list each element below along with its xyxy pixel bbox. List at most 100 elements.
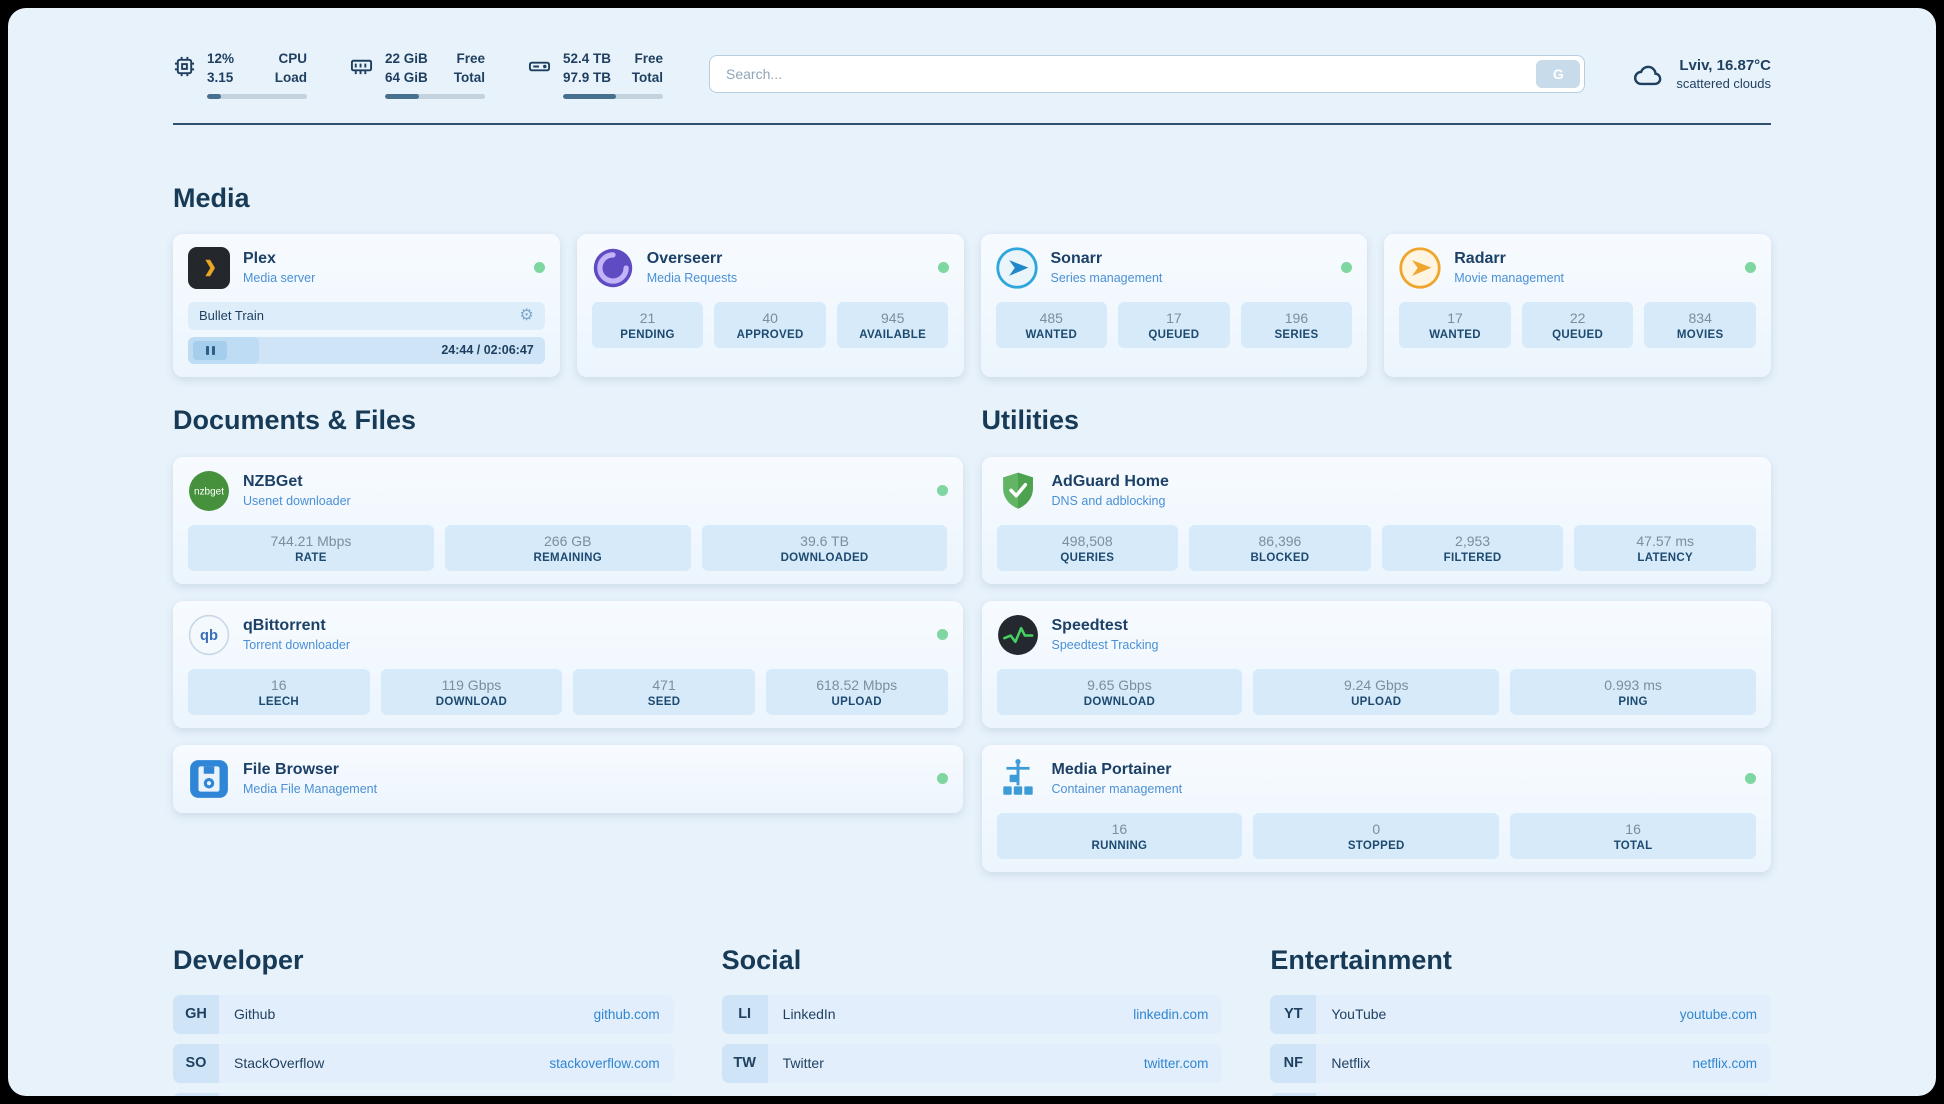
stat-blocked: 86,396 BLOCKED [1189, 524, 1371, 571]
app-card-adguard[interactable]: AdGuard Home DNS and adblocking 498,508 Q… [981, 456, 1771, 584]
portainer-icon [997, 758, 1039, 800]
radarr-icon [1399, 247, 1441, 289]
app-card-speedtest[interactable]: Speedtest Speedtest Tracking 9.65 Gbps DO… [981, 600, 1771, 728]
bookmark-link[interactable]: stackoverflow.com [549, 1055, 660, 1071]
app-card-sonarr[interactable]: Sonarr Series management 485 WANTED 17 QUE… [980, 233, 1368, 377]
bookmark-dev[interactable]: DT DEV dev.to [173, 1092, 674, 1096]
status-dot [936, 773, 948, 785]
stat-seed: 471 SEED [573, 668, 755, 715]
filebrowser-icon [188, 758, 230, 800]
app-name: Plex [243, 250, 276, 268]
ram-stat: 22 GiB Free 64 GiB Total [349, 50, 485, 99]
stat-pending: 21 PENDING [591, 301, 704, 348]
app-description: DNS and adblocking [1051, 494, 1166, 509]
app-card-overseerr[interactable]: Overseerr Media Requests 21 PENDING 40 APP… [576, 233, 964, 377]
stat-upload: 9.24 Gbps UPLOAD [1253, 668, 1500, 715]
app-name: Radarr [1454, 250, 1506, 268]
github-icon: GH [173, 994, 219, 1034]
search-input[interactable] [709, 55, 1586, 94]
memory-icon [349, 55, 374, 78]
stat-leech: 16 LEECH [188, 668, 370, 715]
status-dot [1745, 262, 1756, 274]
youtube-icon: YT [1270, 994, 1317, 1034]
dev-icon: DT [173, 1092, 219, 1096]
weather-location: Lviv, 16.87°C [1679, 57, 1771, 75]
bookmark-link[interactable]: youtube.com [1679, 1006, 1757, 1022]
svg-text:nzbget: nzbget [194, 486, 224, 497]
cloud-icon [1631, 61, 1665, 88]
stat-ping: 0.993 ms PING [1510, 668, 1756, 715]
ram-progress-bar [385, 93, 485, 99]
app-card-portainer[interactable]: Media Portainer Container management 16 R… [981, 744, 1771, 872]
now-playing-title: Bullet Train [199, 308, 265, 324]
stat-downloaded: 39.6 TB DOWNLOADED [701, 524, 948, 571]
app-name: File Browser [243, 761, 340, 779]
bookmark-youtube[interactable]: YT YouTube youtube.com [1270, 994, 1771, 1034]
stat-filtered: 2,953 FILTERED [1381, 524, 1564, 571]
app-description: Series management [1050, 271, 1163, 286]
bookmark-github[interactable]: GH Github github.com [173, 994, 674, 1034]
disk-total-label: Total [631, 69, 663, 85]
bookmark-link[interactable]: netflix.com [1692, 1055, 1757, 1071]
bookmark-reddit[interactable]: RE Reddit reddit.com [1270, 1092, 1771, 1096]
app-card-plex[interactable]: Plex Media server Bullet Train ⚙ 24:44 /… [173, 233, 560, 377]
app-card-nzbget[interactable]: nzbget NZBGet Usenet downloader 744.21 M… [173, 456, 963, 584]
stat-queued: 22 QUEUED [1521, 301, 1634, 348]
stat-latency: 47.57 ms LATENCY [1574, 524, 1756, 571]
bookmark-netflix[interactable]: NF Netflix netflix.com [1270, 1043, 1771, 1083]
bookmark-twitter[interactable]: TW Twitter twitter.com [721, 1043, 1223, 1083]
app-description: Media File Management [243, 782, 378, 797]
topbar-divider [173, 122, 1771, 125]
search-bar: G [709, 55, 1586, 94]
topbar: 12% CPU 3.15 Load 22 GiB Free 64 GiB Total [173, 50, 1771, 99]
disk-stat: 52.4 TB Free 97.9 TB Total [527, 50, 663, 99]
cpu-stat: 12% CPU 3.15 Load [173, 50, 307, 99]
stat-stopped: 0 STOPPED [1253, 812, 1500, 859]
stat-rate: 744.21 Mbps RATE [188, 524, 434, 571]
app-description: Movie management [1454, 271, 1565, 286]
stat-total: 16 TOTAL [1510, 812, 1756, 859]
cpu-usage-value: 12% [207, 51, 235, 66]
bookmark-group-social: Social LI LinkedIn linkedin.com TW Twitt… [721, 944, 1223, 1096]
gear-icon[interactable]: ⚙ [519, 306, 534, 324]
bookmark-link[interactable]: twitter.com [1143, 1055, 1209, 1071]
status-dot [936, 629, 948, 641]
playback-progress-bar[interactable]: 24:44 / 02:06:47 [188, 336, 545, 364]
app-description: Torrent downloader [243, 638, 351, 653]
app-card-radarr[interactable]: Radarr Movie management 17 WANTED 22 QUEUE… [1384, 233, 1771, 377]
app-name: AdGuard Home [1051, 473, 1169, 491]
ram-total-label: Total [453, 69, 485, 85]
entertainment-section-title: Entertainment [1270, 944, 1452, 975]
app-description: Container management [1051, 782, 1183, 797]
app-card-filebrowser[interactable]: File Browser Media File Management [173, 744, 963, 813]
status-dot [937, 262, 949, 274]
developer-section-title: Developer [173, 944, 304, 975]
bookmark-link[interactable]: linkedin.com [1133, 1006, 1209, 1022]
stat-running: 16 RUNNING [996, 812, 1243, 859]
status-dot [936, 485, 948, 497]
app-card-qbittorrent[interactable]: qb qBittorrent Torrent downloader 16 LEEC… [173, 600, 963, 728]
stat-available: 945 AVAILABLE [836, 301, 949, 348]
stat-download: 9.65 Gbps DOWNLOAD [996, 668, 1243, 715]
status-dot [1341, 262, 1353, 274]
bookmark-stackoverflow[interactable]: SO StackOverflow stackoverflow.com [173, 1043, 674, 1083]
bookmark-group-entertainment: Entertainment YT YouTube youtube.com NF … [1270, 945, 1771, 1096]
stat-movies: 834 MOVIES [1644, 301, 1756, 348]
overseerr-icon [592, 247, 634, 289]
app-name: Sonarr [1050, 250, 1103, 268]
nzbget-icon: nzbget [188, 470, 230, 512]
bookmark-linkedin[interactable]: LI LinkedIn linkedin.com [721, 994, 1223, 1034]
app-name: Media Portainer [1051, 761, 1172, 779]
search-provider-button[interactable]: G [1536, 60, 1581, 89]
social-section-title: Social [721, 944, 802, 975]
pause-icon[interactable] [193, 340, 227, 360]
bookmark-link[interactable]: github.com [593, 1006, 660, 1022]
system-stats: 12% CPU 3.15 Load 22 GiB Free 64 GiB Total [173, 50, 663, 99]
cpu-chip-icon [173, 55, 196, 78]
stat-remaining: 266 GB REMAINING [444, 524, 691, 571]
netflix-icon: NF [1270, 1043, 1317, 1083]
app-description: Media server [243, 271, 316, 286]
media-section-title: Media [173, 182, 250, 213]
weather-condition: scattered clouds [1676, 76, 1771, 92]
ram-free-label: Free [456, 51, 485, 66]
